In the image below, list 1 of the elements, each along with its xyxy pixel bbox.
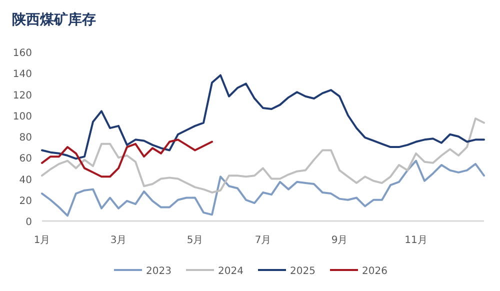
title: 陕西煤矿库存 bbox=[12, 12, 96, 28]
